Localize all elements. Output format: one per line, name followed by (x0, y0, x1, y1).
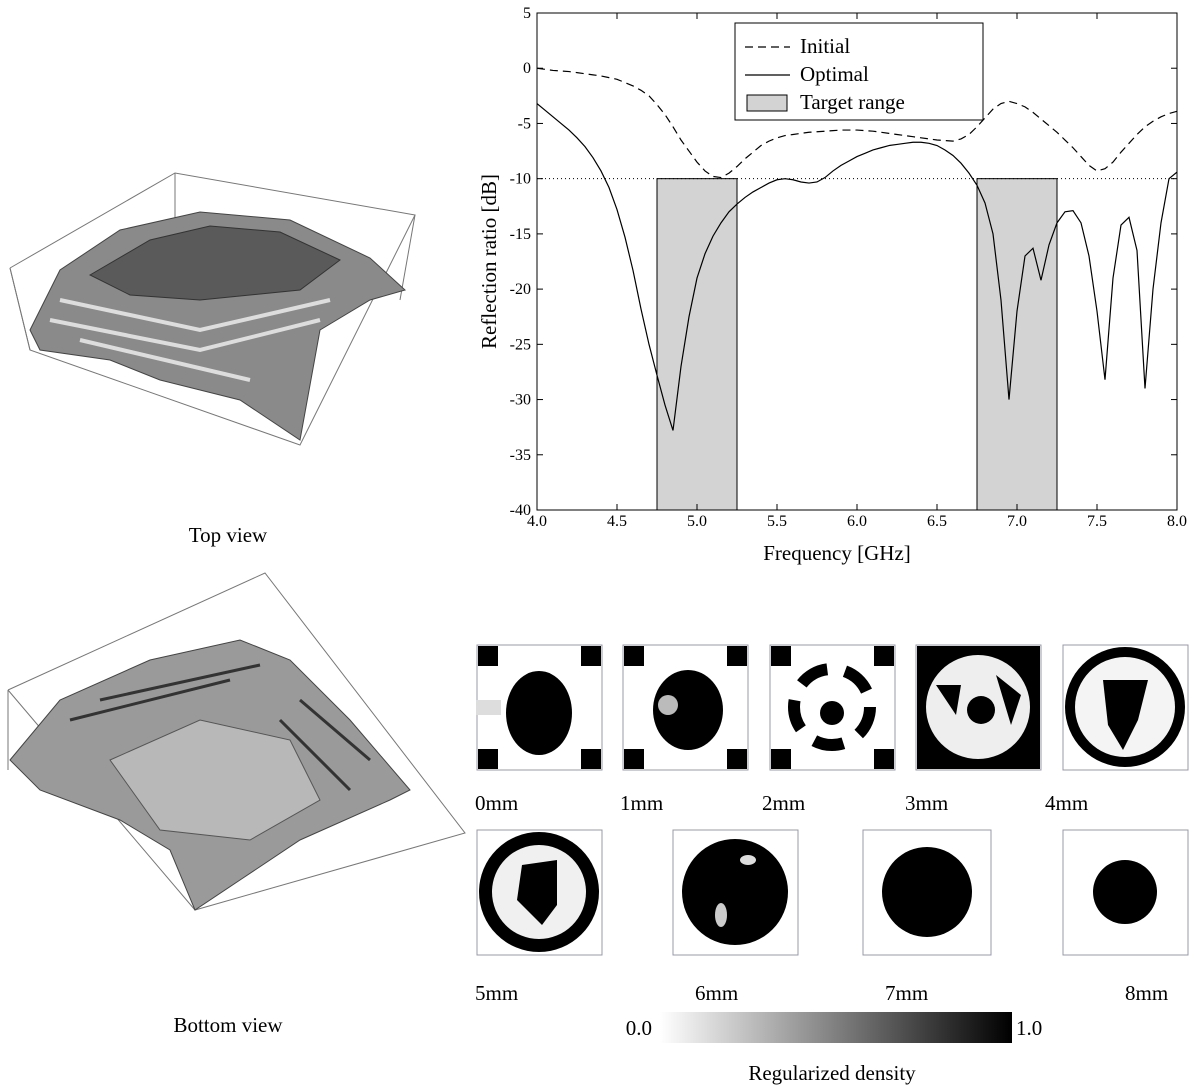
target-band (976, 178, 1058, 511)
colorbar-min-label: 0.0 (626, 1016, 652, 1040)
colorbar-label: Regularized density (748, 1061, 916, 1085)
slice-label: 0mm (475, 791, 518, 815)
y-tick-label: -40 (510, 502, 531, 519)
series-line (537, 67, 1177, 179)
x-tick-label: 4.5 (607, 513, 627, 530)
series-line (537, 103, 1177, 431)
panel-caption: Top view (189, 523, 268, 547)
y-tick-label: 5 (523, 5, 531, 22)
legend-swatch (746, 94, 788, 112)
y-tick-label: 0 (523, 60, 531, 77)
panel-caption: Bottom view (173, 1013, 283, 1037)
slice-images (476, 644, 1189, 956)
y-tick-label: -5 (518, 115, 531, 132)
y-tick-label: -15 (510, 226, 531, 243)
slice-label: 2mm (762, 791, 805, 815)
slice-label: 6mm (695, 981, 738, 1005)
slice-label: 8mm (1125, 981, 1168, 1005)
slice-label: 5mm (475, 981, 518, 1005)
top-view-render (9, 172, 416, 446)
x-tick-label: 7.5 (1087, 513, 1107, 530)
slice-label: 4mm (1045, 791, 1088, 815)
slice-label: 1mm (620, 791, 663, 815)
y-tick-label: -20 (510, 281, 531, 298)
y-axis-label: Reflection ratio [dB] (477, 174, 501, 349)
x-tick-label: 6.0 (847, 513, 867, 530)
target-band (656, 178, 738, 511)
x-axis-label: Frequency [GHz] (763, 541, 911, 565)
y-tick-label: -25 (510, 336, 531, 353)
x-tick-label: 8.0 (1167, 513, 1187, 530)
legend-label: Initial (800, 34, 850, 58)
slice-label: 7mm (885, 981, 928, 1005)
y-tick-label: -30 (510, 392, 531, 409)
slice-label: 3mm (905, 791, 948, 815)
y-tick-label: -10 (510, 171, 531, 188)
x-tick-label: 4.0 (527, 513, 547, 530)
x-tick-label: 5.0 (687, 513, 707, 530)
colorbar-max-label: 1.0 (1016, 1016, 1042, 1040)
x-tick-label: 6.5 (927, 513, 947, 530)
slice-labels: 0mm 1mm 2mm 3mm 4mm 5mm 6mm 7mm 8mm (475, 791, 1168, 1005)
y-tick-label: -35 (510, 447, 531, 464)
legend-label: Optimal (800, 62, 869, 86)
bottom-view-render (7, 572, 466, 911)
x-tick-label: 5.5 (767, 513, 787, 530)
reflection-chart: 4.0 4.5 5.0 5.5 6.0 6.5 7.0 7.5 8.0 -40 -35 -30 -25 -… (477, 5, 1187, 565)
colorbar (660, 1012, 1012, 1043)
legend-label: Target range (800, 90, 905, 114)
x-tick-label: 7.0 (1007, 513, 1027, 530)
